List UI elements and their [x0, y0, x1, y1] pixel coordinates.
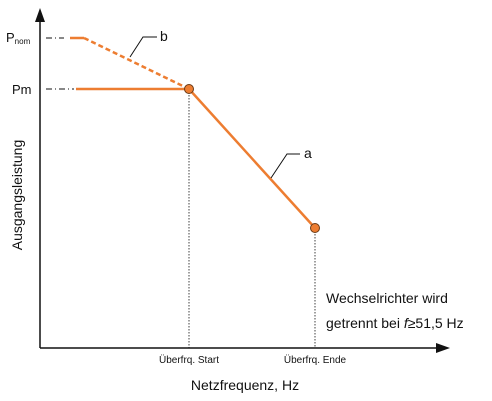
x-axis-title: Netzfrequenz, Hz — [191, 377, 299, 393]
curve-a-label: a — [304, 145, 312, 161]
end-point-marker — [310, 223, 320, 233]
y-axis-arrow-icon — [35, 8, 45, 22]
curve-b-label: b — [160, 28, 168, 44]
label-a-leader — [270, 153, 300, 179]
annotation-line-1: Wechselrichter wird — [326, 290, 448, 306]
pnom-label: Pnom — [6, 30, 31, 46]
label-b-leader — [129, 36, 157, 58]
annotation-line-2: getrennt bei f≥51,5 Hz — [326, 315, 464, 331]
x-tick-start: Überfrq. Start — [159, 354, 219, 366]
curve-b-slope — [83, 36, 190, 91]
start-point-marker — [184, 84, 194, 94]
y-axis-title: Ausgangsleistung — [9, 140, 25, 251]
curve-a-slope — [188, 88, 316, 229]
pm-label: Pm — [12, 82, 32, 97]
x-axis-arrow-icon — [436, 343, 450, 353]
x-tick-end: Überfrq. Ende — [284, 354, 347, 366]
